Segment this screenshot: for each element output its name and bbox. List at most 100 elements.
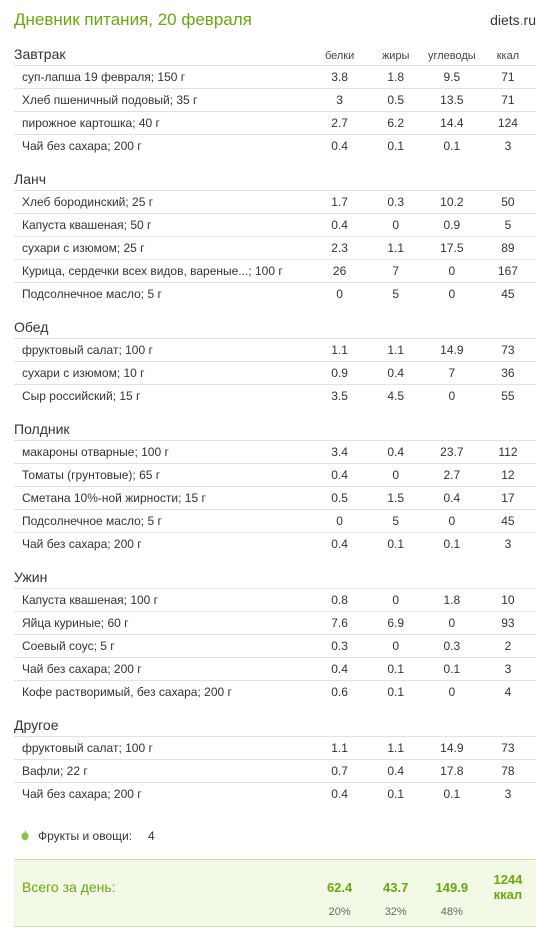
food-value: 0.5 xyxy=(368,89,424,112)
food-name: Кофе растворимый, без сахара; 200 г xyxy=(14,681,312,704)
food-name: Хлеб бородинский; 25 г xyxy=(14,191,312,214)
total-fat: 43.7 xyxy=(368,870,424,904)
pct-protein: 20% xyxy=(312,904,368,920)
food-name: Вафли; 22 г xyxy=(14,760,312,783)
food-value: 7 xyxy=(424,362,480,385)
food-value: 1.1 xyxy=(312,339,368,362)
table-row: Хлеб бородинский; 25 г1.70.310.250 xyxy=(14,191,536,214)
food-value: 93 xyxy=(480,612,536,635)
food-value: 0.4 xyxy=(312,658,368,681)
food-value: 0 xyxy=(424,260,480,283)
column-header xyxy=(480,415,536,441)
food-value: 0.1 xyxy=(424,533,480,556)
food-name: Сметана 10%-ной жирности; 15 г xyxy=(14,487,312,510)
table-row: Подсолнечное масло; 5 г05045 xyxy=(14,283,536,306)
food-value: 36 xyxy=(480,362,536,385)
food-value: 45 xyxy=(480,283,536,306)
food-value: 1.1 xyxy=(368,237,424,260)
food-value: 0 xyxy=(368,464,424,487)
food-value: 12 xyxy=(480,464,536,487)
food-value: 3 xyxy=(312,89,368,112)
meal-header: Полдник xyxy=(14,415,312,441)
food-name: фруктовый салат; 100 г xyxy=(14,737,312,760)
food-name: Чай без сахара; 200 г xyxy=(14,658,312,681)
food-value: 5 xyxy=(480,214,536,237)
food-name: Сыр российский; 15 г xyxy=(14,385,312,408)
table-row: Сыр российский; 15 г3.54.5055 xyxy=(14,385,536,408)
food-value: 0.4 xyxy=(368,362,424,385)
food-value: 0.1 xyxy=(424,658,480,681)
food-value: 1.1 xyxy=(312,737,368,760)
food-value: 0.9 xyxy=(312,362,368,385)
table-row: Курица, сердечки всех видов, вареные...;… xyxy=(14,260,536,283)
food-value: 10 xyxy=(480,589,536,612)
column-header xyxy=(312,165,368,191)
column-header xyxy=(312,415,368,441)
column-header xyxy=(312,711,368,737)
food-value: 124 xyxy=(480,112,536,135)
food-value: 2.7 xyxy=(312,112,368,135)
food-name: суп-лапша 19 февраля; 150 г xyxy=(14,66,312,89)
food-name: Подсолнечное масло; 5 г xyxy=(14,510,312,533)
pct-fat: 32% xyxy=(368,904,424,920)
column-header xyxy=(424,711,480,737)
food-value: 0.3 xyxy=(312,635,368,658)
table-row: Вафли; 22 г0.70.417.878 xyxy=(14,760,536,783)
food-value: 2 xyxy=(480,635,536,658)
table-row: Чай без сахара; 200 г0.40.10.13 xyxy=(14,135,536,158)
table-row: Соевый соус; 5 г0.300.32 xyxy=(14,635,536,658)
food-value: 7 xyxy=(368,260,424,283)
food-value: 23.7 xyxy=(424,441,480,464)
food-value: 3.5 xyxy=(312,385,368,408)
food-name: Капуста квашеная; 50 г xyxy=(14,214,312,237)
total-protein: 62.4 xyxy=(312,870,368,904)
food-name: Яйца куриные; 60 г xyxy=(14,612,312,635)
fruits-row: Фрукты и овощи: 4 xyxy=(14,823,536,849)
food-value: 1.8 xyxy=(424,589,480,612)
food-value: 0 xyxy=(424,510,480,533)
table-row: фруктовый салат; 100 г1.11.114.973 xyxy=(14,339,536,362)
food-value: 0.1 xyxy=(368,681,424,704)
food-value: 3 xyxy=(480,533,536,556)
column-header xyxy=(368,313,424,339)
table-row: Капуста квашеная; 100 г0.801.810 xyxy=(14,589,536,612)
food-value: 1.8 xyxy=(368,66,424,89)
column-header xyxy=(424,313,480,339)
food-name: Чай без сахара; 200 г xyxy=(14,135,312,158)
food-value: 5 xyxy=(368,510,424,533)
fruits-label: Фрукты и овощи: xyxy=(38,829,132,843)
food-value: 0.6 xyxy=(312,681,368,704)
meal-header: Завтрак xyxy=(14,40,312,66)
table-row: Капуста квашеная; 50 г0.400.95 xyxy=(14,214,536,237)
totals-block: Всего за день: 62.4 43.7 149.9 1244 ккал… xyxy=(14,859,536,927)
food-value: 167 xyxy=(480,260,536,283)
table-row: Хлеб пшеничный подовый; 35 г30.513.571 xyxy=(14,89,536,112)
column-header xyxy=(480,165,536,191)
table-row: суп-лапша 19 февраля; 150 г3.81.89.571 xyxy=(14,66,536,89)
food-value: 0.3 xyxy=(424,635,480,658)
food-name: Курица, сердечки всех видов, вареные...;… xyxy=(14,260,312,283)
table-row: Чай без сахара; 200 г0.40.10.13 xyxy=(14,533,536,556)
food-name: Подсолнечное масло; 5 г xyxy=(14,283,312,306)
column-header xyxy=(424,563,480,589)
table-row: Кофе растворимый, без сахара; 200 г0.60.… xyxy=(14,681,536,704)
food-name: Чай без сахара; 200 г xyxy=(14,533,312,556)
column-header xyxy=(312,313,368,339)
table-row: Чай без сахара; 200 г0.40.10.13 xyxy=(14,658,536,681)
food-value: 5 xyxy=(368,283,424,306)
food-value: 0.5 xyxy=(312,487,368,510)
food-value: 0.1 xyxy=(368,658,424,681)
column-header xyxy=(312,563,368,589)
column-header xyxy=(424,415,480,441)
column-header xyxy=(480,563,536,589)
column-header xyxy=(368,415,424,441)
food-value: 1.5 xyxy=(368,487,424,510)
logo-suffix: ru xyxy=(524,12,536,28)
food-value: 17.8 xyxy=(424,760,480,783)
food-value: 3 xyxy=(480,783,536,806)
food-name: Капуста квашеная; 100 г xyxy=(14,589,312,612)
meal-header: Обед xyxy=(14,313,312,339)
food-value: 0.1 xyxy=(368,533,424,556)
food-value: 0 xyxy=(312,283,368,306)
food-value: 1.1 xyxy=(368,737,424,760)
